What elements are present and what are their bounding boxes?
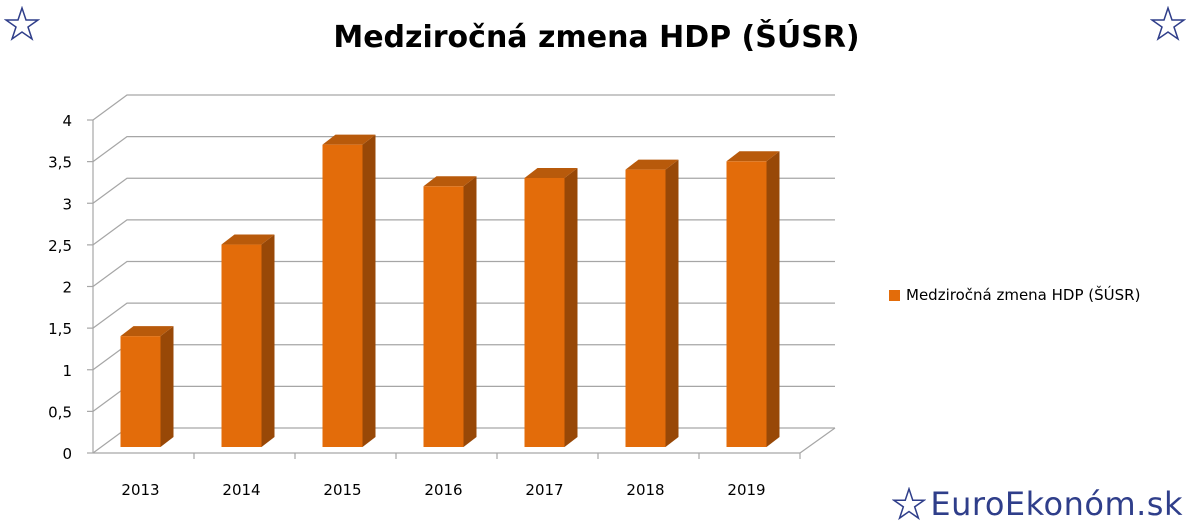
bar-side: [564, 167, 578, 447]
y-tick-label: 0,5: [48, 403, 72, 421]
star-outline-icon: [4, 6, 40, 41]
bar-side: [362, 134, 376, 447]
bar-side: [261, 234, 275, 447]
bar: [625, 169, 666, 447]
legend-label: Medziročná zmena HDP (ŠÚSR): [906, 286, 1141, 304]
bar-top: [120, 326, 174, 337]
star-outline-icon: [892, 487, 927, 521]
bar-side: [160, 326, 174, 447]
gridline: [92, 94, 835, 121]
star-outline-icon: [1150, 6, 1186, 41]
gridline: [92, 260, 835, 287]
bar: [423, 186, 464, 447]
gridline: [92, 219, 835, 246]
bar-top: [625, 159, 679, 170]
gridline: [92, 177, 835, 204]
bar-side: [766, 151, 780, 448]
chart-title: Medziročná zmena HDP (ŠÚSR): [333, 20, 860, 55]
brand-text: EuroEkonóm.sk: [930, 485, 1183, 523]
y-tick-label: 1: [62, 362, 72, 380]
x-tick-label: 2018: [626, 481, 664, 499]
brand-logo: EuroEkonóm.sk: [892, 485, 1183, 523]
x-tick-label: 2019: [727, 481, 765, 499]
y-tick-label: 3,5: [48, 154, 72, 172]
x-tick-label: 2013: [121, 481, 159, 499]
y-tick-label: 2,5: [48, 237, 72, 255]
bar: [726, 161, 767, 448]
y-tick-label: 1,5: [48, 320, 72, 338]
x-tick-label: 2017: [525, 481, 563, 499]
y-tick-label: 3: [62, 195, 72, 213]
bar-top: [524, 167, 578, 178]
gridline: [92, 136, 835, 163]
bar-top: [726, 151, 780, 162]
bar: [221, 244, 262, 447]
bar: [524, 177, 565, 447]
bar-top: [221, 234, 275, 245]
x-tick-label: 2014: [222, 481, 260, 499]
y-tick-label: 2: [62, 279, 72, 297]
bar: [322, 144, 363, 447]
bar-side: [665, 159, 679, 447]
gridline: [92, 302, 835, 329]
x-tick-label: 2016: [424, 481, 462, 499]
bar: [120, 336, 161, 447]
legend-swatch: [889, 289, 900, 301]
y-tick-label: 4: [62, 112, 72, 130]
bar-side: [463, 176, 477, 447]
bar-top: [423, 176, 477, 187]
bar-top: [322, 134, 376, 145]
chart-legend: Medziročná zmena HDP (ŠÚSR): [889, 286, 1140, 304]
y-tick-label: 0: [62, 445, 72, 463]
x-tick-label: 2015: [323, 481, 361, 499]
